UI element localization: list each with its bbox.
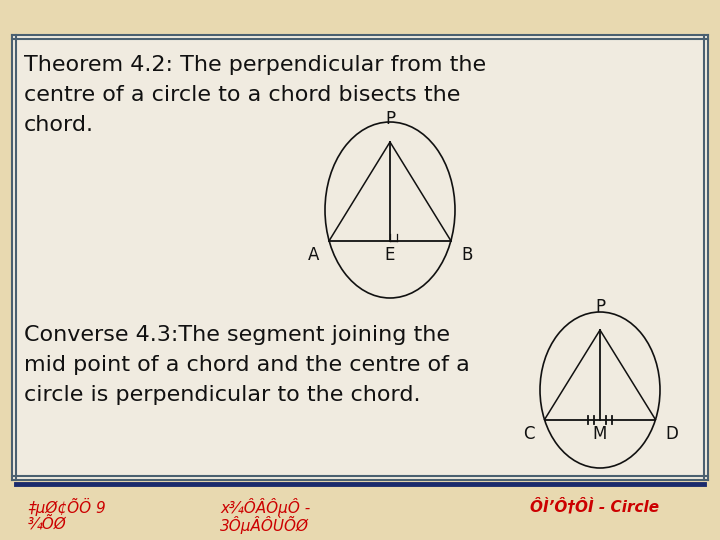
Bar — [16, 484, 704, 540]
Text: P: P — [595, 298, 605, 316]
Text: mid point of a chord and the centre of a: mid point of a chord and the centre of a — [24, 355, 469, 375]
Bar — [12, 35, 708, 480]
Text: centre of a circle to a chord bisects the: centre of a circle to a chord bisects th… — [24, 85, 460, 105]
Text: ‡μØ¢ÕÖ 9: ‡μØ¢ÕÖ 9 — [28, 498, 106, 516]
Text: D: D — [665, 424, 678, 443]
Text: C: C — [523, 424, 534, 443]
Text: M: M — [593, 424, 607, 443]
Text: 3ÔµÂÔÙÕØ: 3ÔµÂÔÙÕØ — [220, 516, 309, 534]
Text: P: P — [385, 110, 395, 128]
Text: Theorem 4.2: The perpendicular from the: Theorem 4.2: The perpendicular from the — [24, 55, 486, 75]
Text: E: E — [384, 246, 395, 264]
Text: A: A — [307, 246, 319, 264]
Text: B: B — [462, 246, 472, 264]
Text: ¾ÕØ: ¾ÕØ — [28, 516, 67, 531]
Text: chord.: chord. — [24, 115, 94, 135]
Text: circle is perpendicular to the chord.: circle is perpendicular to the chord. — [24, 385, 420, 405]
Text: ÔÌ’Ô†ÔÌ - Circle: ÔÌ’Ô†ÔÌ - Circle — [530, 498, 659, 515]
Text: x¾ÔÂÔµÔ -: x¾ÔÂÔµÔ - — [220, 498, 310, 516]
Text: Converse 4.3:The segment joining the: Converse 4.3:The segment joining the — [24, 325, 450, 345]
